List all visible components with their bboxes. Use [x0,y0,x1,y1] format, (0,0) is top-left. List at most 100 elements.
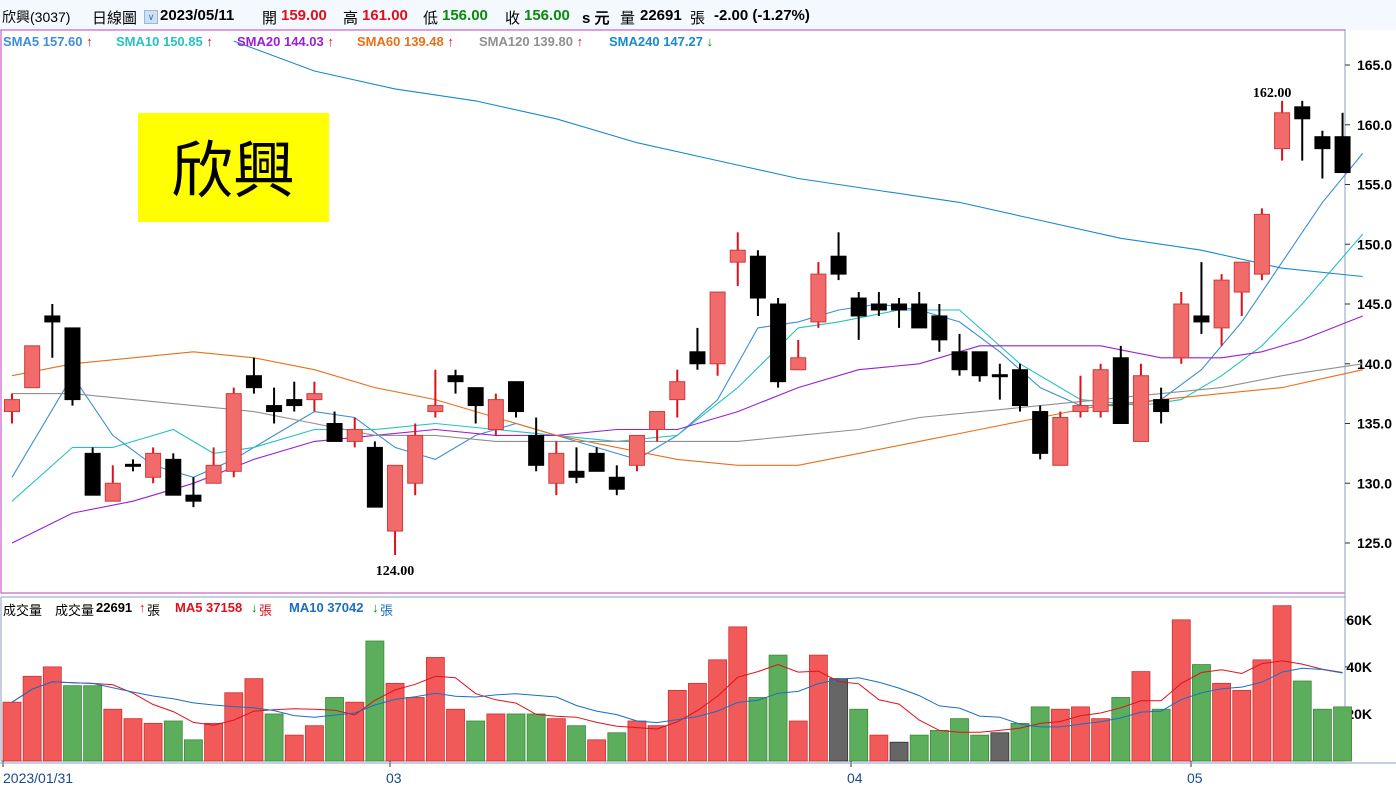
volume-bar [1091,718,1111,762]
volume-bar [546,718,566,762]
candle-body [870,303,887,311]
ma10-volume-unit: 張 [380,603,394,618]
candle-body [568,470,585,478]
volume-bar [345,701,365,762]
chart-header: 欣興(3037) 日線圖 ∨ 2023/05/11 開 159.00 高 161… [0,0,1396,31]
candle-body [1092,369,1109,413]
volume-unit: 張 [690,10,706,27]
candle-body [266,405,283,413]
candle-body [1112,357,1129,424]
candle-body [649,411,666,430]
volume-bar [1010,722,1030,762]
volume-bar [1131,671,1151,762]
x-tick-label: 03 [386,770,402,786]
ma5-volume-label: MA5 37158 [175,600,243,615]
volume-bar [1272,605,1292,762]
volume-bar [2,701,22,762]
period-dropdown-icon[interactable]: ∨ [144,10,158,24]
volume-bar [123,718,143,762]
volume-bar [22,675,42,762]
candle-body [1334,136,1351,174]
candle-body [165,458,182,496]
volume-bar [486,713,506,762]
candle-body [991,374,1008,378]
volume-bar [405,697,425,762]
candle-body [830,255,847,275]
volume-legend-value: 22691 [96,600,133,615]
candle-body [84,452,101,496]
candle-body [1173,303,1190,359]
candle-body [1294,106,1311,120]
volume-bar [990,732,1010,762]
volume-bar [1111,697,1131,762]
candle-body [1314,136,1331,150]
volume-value: 22691 [640,7,682,24]
candle-body [145,452,162,478]
high-label: 高 [343,10,359,27]
candle-body [1274,112,1291,150]
y-tick-label: 135.0 [1357,416,1392,432]
up-arrow-icon: ↑ [443,34,454,49]
candle-body [104,482,121,502]
candle-body [1012,369,1028,407]
volume-label: 量 [620,10,636,27]
volume-bar [950,718,969,762]
volume-bar [365,640,385,762]
volume-bar [909,734,929,762]
down-arrow-icon: ↓ [702,34,714,49]
candle-body [407,434,424,484]
volume-bar [385,682,405,762]
date-label: 2023/05/11 [160,7,235,24]
candle-body [810,273,827,323]
high-value: 161.00 [362,7,408,24]
volume-bar [929,730,949,762]
sma-legend-item: SMA10 150.85 ↑ [116,34,213,49]
volume-bar [869,734,889,762]
volume-legend-label: 成交量 [55,603,95,618]
right-axis-bg [1346,30,1396,791]
volume-bar [143,722,163,762]
candle-body [971,351,988,377]
candle-body [427,405,444,413]
candle-body [1032,411,1049,454]
candle-body [185,494,202,502]
candle-body [951,351,968,371]
volume-bar [829,678,848,762]
volume-bar [42,666,62,762]
volume-tick-label: 20K [1346,706,1372,722]
volume-bar [1252,659,1272,762]
volume-bar [768,654,788,762]
volume-bar [1192,664,1211,762]
volume-bar [284,734,304,762]
sma-line-sma10 [11,233,1364,502]
sma-legend-label: SMA120 139.80 [479,34,573,49]
volume-bar [264,713,284,762]
volume-tick-label: 40K [1346,659,1372,675]
candle-body [1153,399,1170,413]
candle-body [669,381,686,401]
sma-line-sma240 [233,40,1363,278]
candle-body [1132,375,1149,442]
volume-bar [728,626,748,762]
ma5-volume-unit: 張 [259,603,273,618]
y-tick-label: 130.0 [1357,475,1392,491]
volume-bar [567,725,586,762]
candle-body [245,375,262,389]
candle-body [850,297,867,317]
candle-body [306,393,323,401]
candle-body [1072,405,1089,413]
candle-body [891,303,908,311]
y-tick-label: 165.0 [1357,57,1392,73]
volume-bar [83,685,103,762]
low-label: 低 [423,10,439,27]
volume-bar [244,678,264,762]
volume-bar [425,657,445,762]
candle-body [1253,213,1270,275]
up-arrow-icon: ↑ [572,34,584,49]
candle-body [729,249,746,263]
volume-bar [708,659,727,762]
volume-bar [688,682,707,762]
candle-body [931,315,948,341]
up-arrow-icon: ↑ [202,34,213,49]
candle-body [709,291,726,365]
